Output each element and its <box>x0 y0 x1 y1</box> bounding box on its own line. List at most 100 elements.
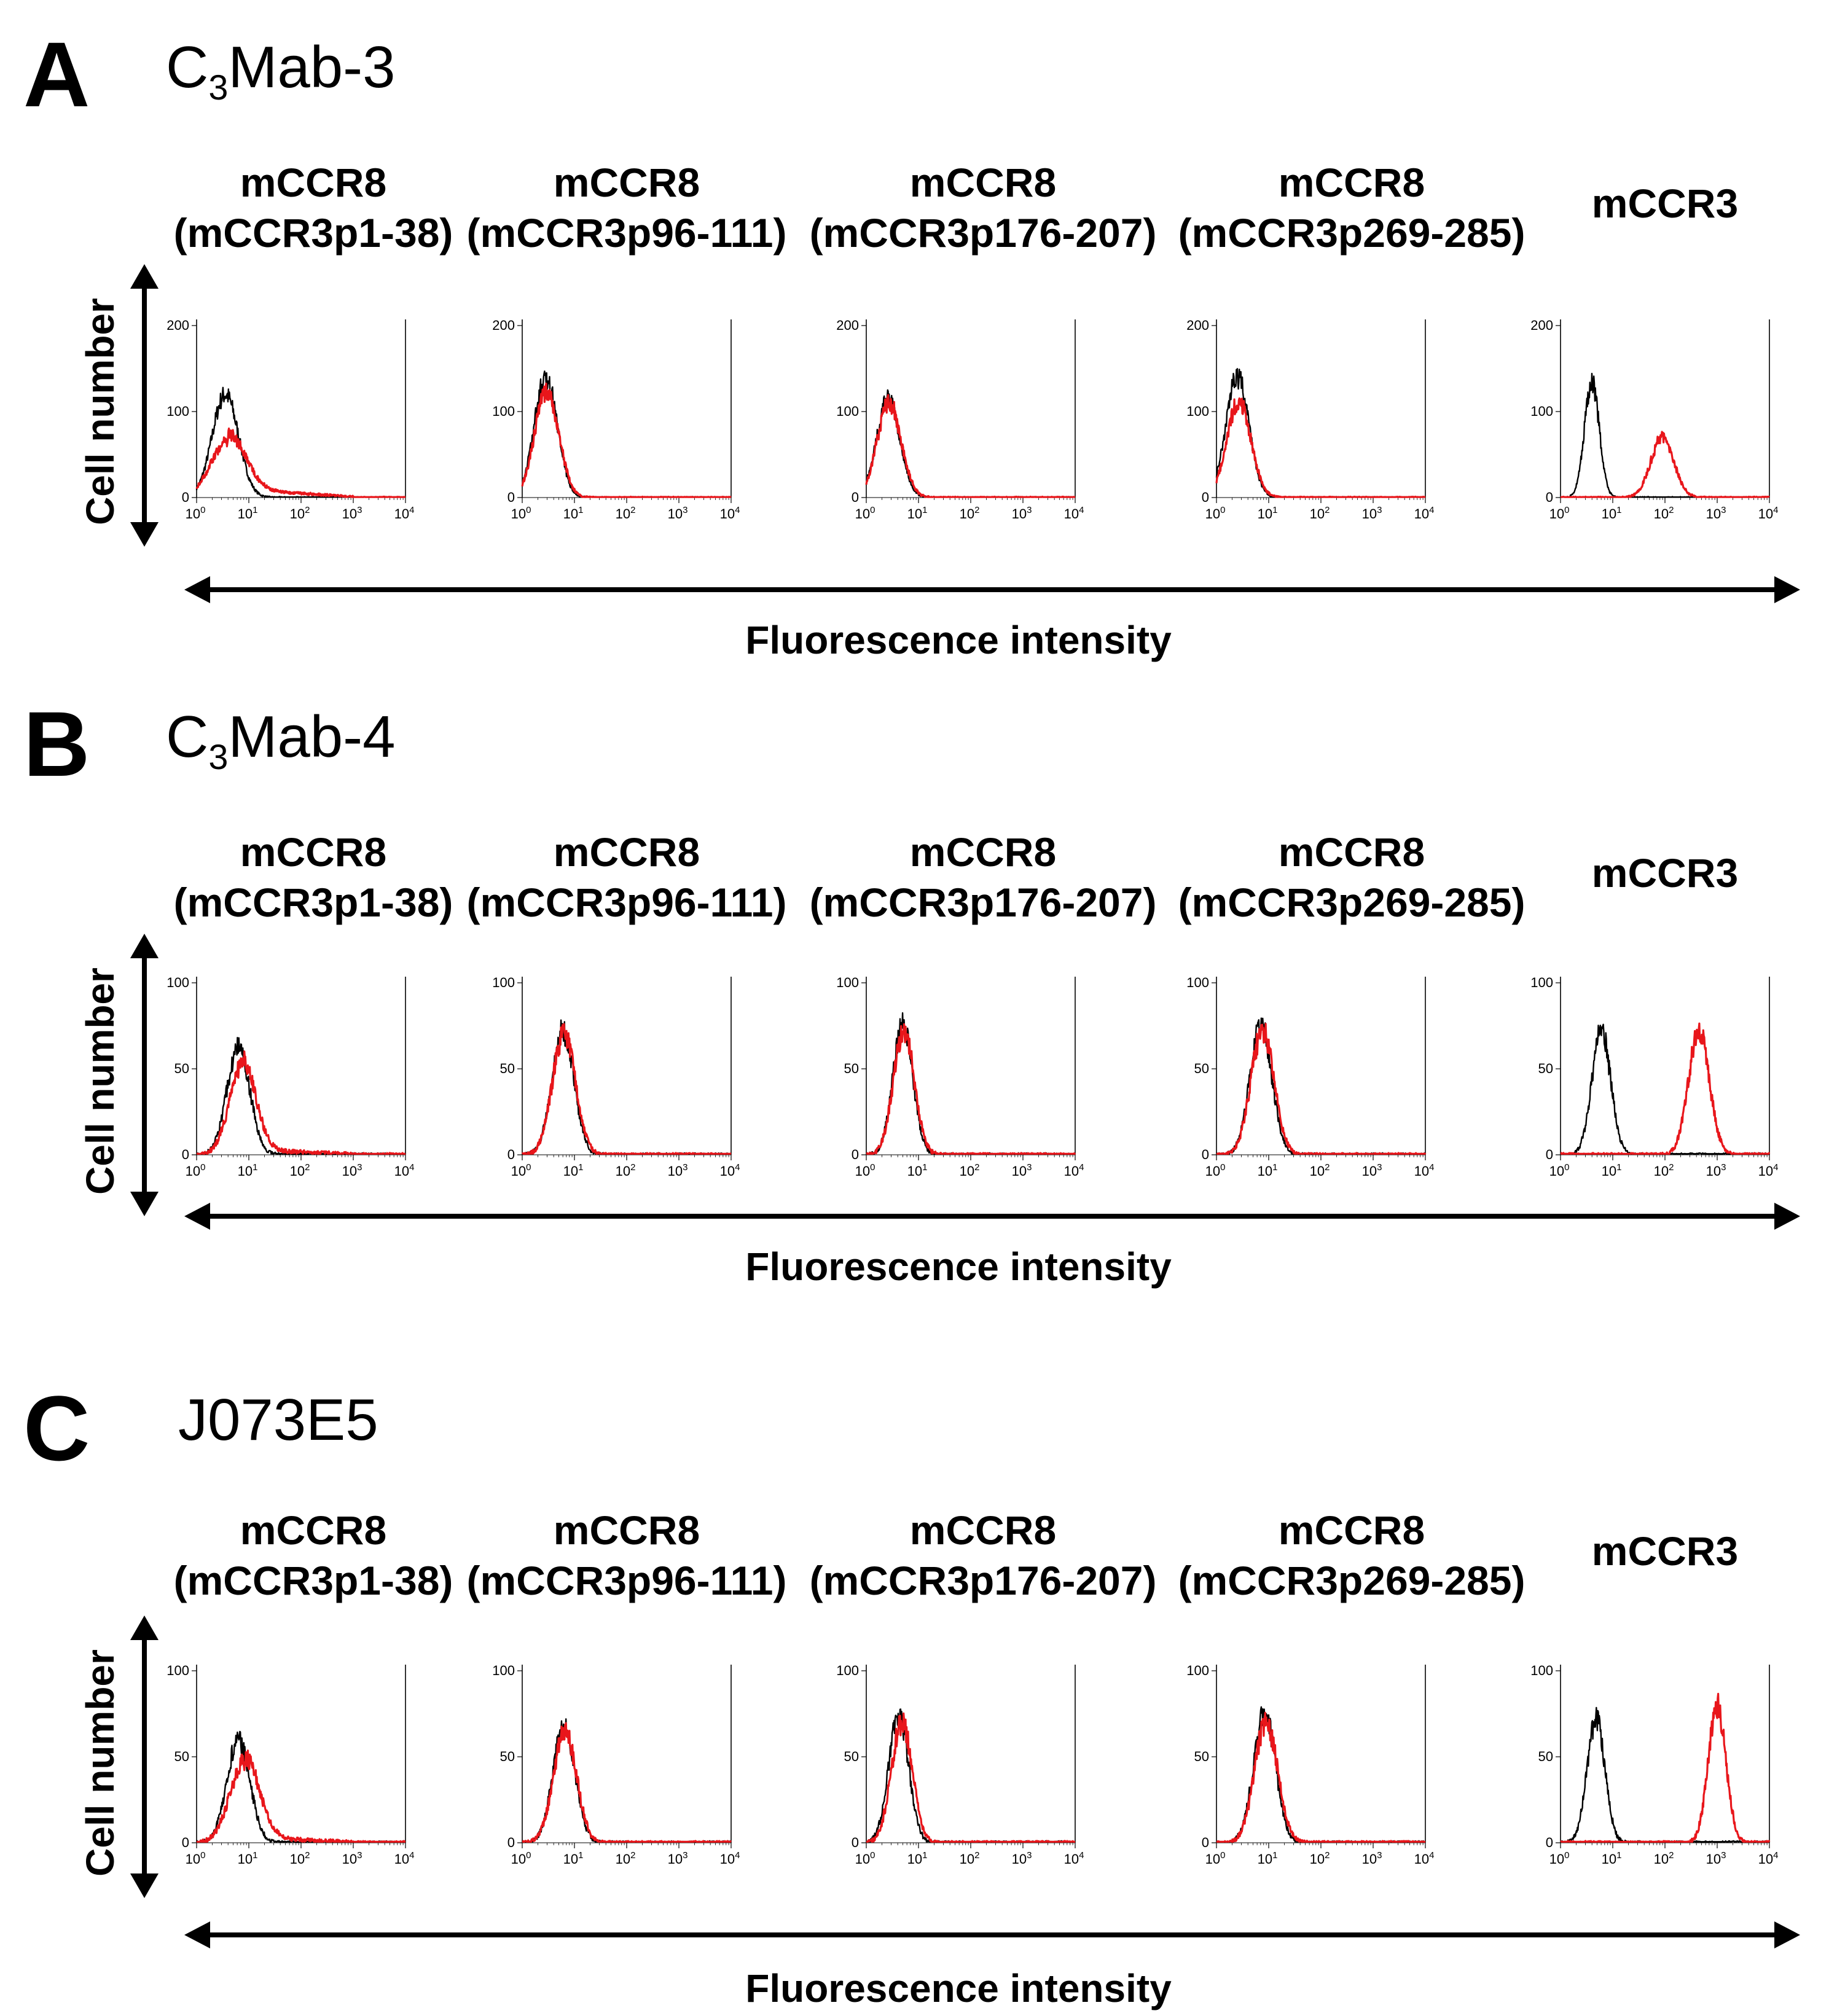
column-title-line1: mCCR8 <box>553 1507 700 1553</box>
x-tick-label: 102 <box>290 1850 310 1867</box>
histogram: 0 50 100 100 101 102 103 104 <box>1186 975 1434 1179</box>
histogram-antibody-trace <box>1560 431 1770 498</box>
x-tick-label: 103 <box>342 1162 362 1179</box>
column-title: mCCR3 <box>1481 848 1837 898</box>
x-tick-label: 100 <box>855 505 875 522</box>
y-tick-label: 100 <box>492 404 515 419</box>
y-tick-label: 0 <box>1546 490 1553 505</box>
column-title-line1: mCCR8 <box>909 829 1057 875</box>
x-tick-label: 104 <box>394 1850 415 1867</box>
column-title-line2: (mCCR3p176-207) <box>809 880 1157 925</box>
column-title: mCCR3 <box>1481 178 1837 229</box>
histogram-control-trace <box>1560 1706 1770 1843</box>
histogram-control-trace <box>866 1012 1076 1155</box>
y-tick-label: 0 <box>1202 1147 1209 1162</box>
x-tick-label: 104 <box>1064 1162 1084 1179</box>
y-tick-label: 100 <box>1530 975 1553 990</box>
x-tick-label: 101 <box>563 1162 584 1179</box>
y-tick-label: 50 <box>1538 1061 1553 1076</box>
histogram-control-trace <box>1216 1706 1426 1843</box>
column-title: mCCR8 (mCCR3p96-111) <box>442 157 811 258</box>
x-tick-label: 100 <box>186 505 206 522</box>
x-tick-label: 101 <box>907 505 928 522</box>
x-tick-label: 103 <box>668 1850 688 1867</box>
x-tick-label: 100 <box>1549 1162 1570 1179</box>
histogram-antibody-trace <box>1216 1023 1427 1155</box>
histogram: 0 50 100 100 101 102 103 104 <box>492 1663 740 1867</box>
column-title-line2: (mCCR3p96-111) <box>466 1558 787 1603</box>
x-tick-label: 100 <box>511 505 531 522</box>
x-tick-label: 104 <box>1758 1850 1779 1867</box>
column-title-line1: mCCR8 <box>1278 1507 1425 1553</box>
x-tick-label: 103 <box>342 505 362 522</box>
column-title: mCCR8 (mCCR3p1-38) <box>129 157 498 258</box>
column-title-line1: mCCR8 <box>909 160 1057 205</box>
antibody-name: C3Mab-3 <box>166 38 395 106</box>
histogram-antibody-trace <box>196 1050 406 1155</box>
x-tick-label: 102 <box>960 1162 980 1179</box>
y-tick-label: 0 <box>507 1835 515 1850</box>
x-tick-label: 103 <box>1362 1850 1382 1867</box>
column-title: mCCR8 (mCCR3p176-207) <box>799 827 1167 928</box>
x-tick-label: 103 <box>1706 1162 1726 1179</box>
column-title-line2: (mCCR3p176-207) <box>809 1558 1157 1603</box>
y-tick-label: 50 <box>1538 1749 1553 1764</box>
column-title: mCCR8 (mCCR3p176-207) <box>799 1505 1167 1606</box>
y-tick-label: 0 <box>1202 490 1209 505</box>
column-title-line2: (mCCR3p269-285) <box>1178 1558 1526 1603</box>
y-tick-label: 200 <box>836 318 859 333</box>
x-tick-label: 104 <box>1414 1850 1435 1867</box>
x-tick-label: 100 <box>1205 1850 1226 1867</box>
x-tick-label: 101 <box>1258 505 1278 522</box>
x-tick-label: 104 <box>394 505 415 522</box>
y-tick-label: 0 <box>182 1835 189 1850</box>
x-tick-label: 102 <box>616 1162 636 1179</box>
x-tick-label: 102 <box>1310 1850 1330 1867</box>
y-tick-label: 0 <box>182 1147 189 1162</box>
panel-c: C J073E5 mCCR8 (mCCR3p1-38) mCCR8 (mCCR3p9… <box>0 1339 1837 2010</box>
histogram: 0 50 100 100 101 102 103 104 <box>166 975 415 1179</box>
y-tick-label: 0 <box>1202 1835 1209 1850</box>
x-axis-label: Fluorescence intensity <box>745 1966 1172 2010</box>
x-axis-arrow <box>184 576 1800 603</box>
y-tick-label: 0 <box>1546 1147 1553 1162</box>
x-tick-label: 104 <box>1064 1850 1084 1867</box>
y-tick-label: 50 <box>1194 1749 1209 1764</box>
x-tick-label: 100 <box>855 1850 875 1867</box>
column-title-line1: mCCR3 <box>1591 1528 1739 1574</box>
column-title-line1: mCCR8 <box>1278 160 1425 205</box>
column-title: mCCR8 (mCCR3p96-111) <box>442 1505 811 1606</box>
column-title: mCCR8 (mCCR3p269-285) <box>1167 827 1536 928</box>
x-tick-label: 101 <box>907 1162 928 1179</box>
column-title-line2: (mCCR3p1-38) <box>173 210 453 256</box>
x-tick-label: 101 <box>238 1162 258 1179</box>
x-tick-label: 102 <box>1654 1850 1674 1867</box>
histogram-control-trace <box>196 1036 406 1155</box>
x-tick-label: 100 <box>1549 1850 1570 1867</box>
x-tick-label: 101 <box>238 505 258 522</box>
histogram-antibody-trace <box>866 1712 1076 1843</box>
x-tick-label: 104 <box>720 505 740 522</box>
x-tick-label: 103 <box>1012 505 1032 522</box>
histogram-antibody-trace <box>866 1023 1076 1155</box>
antibody-main: C <box>166 704 209 770</box>
x-tick-label: 104 <box>1064 505 1084 522</box>
x-axis-arrow <box>184 1921 1800 1948</box>
x-tick-label: 104 <box>720 1850 740 1867</box>
antibody-rest: Mab-4 <box>228 704 396 770</box>
x-tick-label: 102 <box>290 1162 310 1179</box>
x-tick-label: 103 <box>1706 1850 1726 1867</box>
antibody-rest: Mab-3 <box>228 34 396 100</box>
y-tick-label: 100 <box>166 1663 189 1678</box>
y-tick-label: 100 <box>1530 1663 1553 1678</box>
x-tick-label: 100 <box>186 1162 206 1179</box>
column-title-line1: mCCR8 <box>1278 829 1425 875</box>
x-tick-label: 102 <box>616 1850 636 1867</box>
x-tick-label: 104 <box>394 1162 415 1179</box>
column-title-line2: (mCCR3p269-285) <box>1178 210 1526 256</box>
x-tick-label: 102 <box>960 1850 980 1867</box>
antibody-main: J073E5 <box>178 1387 378 1453</box>
histogram-antibody-trace <box>195 427 406 498</box>
